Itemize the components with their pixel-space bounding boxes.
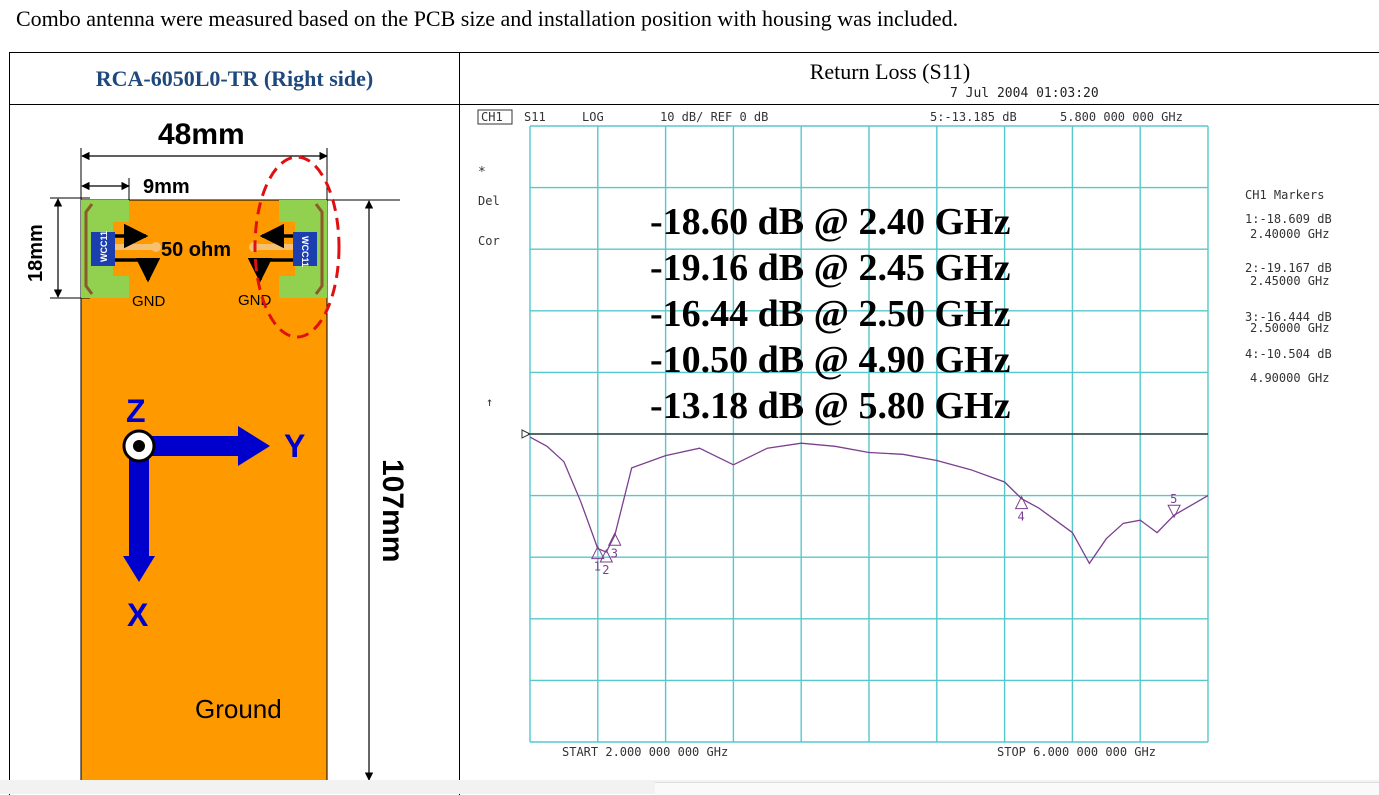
marker-4-label: 4 <box>1018 510 1025 524</box>
return-loss-chart: 1 23 4 5 CH1 S11 LOG 10 dB/ REF 0 dB 5:-13.… <box>477 109 1332 759</box>
annotation-1: -18.60 dB @ 2.40 GHz <box>650 201 1011 243</box>
marker-3-freq: 2.50000 GHz <box>1250 321 1329 335</box>
marker-3 <box>607 532 622 546</box>
marker-2-label: 2 <box>602 563 609 577</box>
marker-1-freq: 2.40000 GHz <box>1250 227 1329 241</box>
side-label-del: Del <box>478 194 500 208</box>
axis-indicator <box>122 426 270 582</box>
antenna-highlight-ellipse <box>253 155 341 339</box>
ohm-label: 50 ohm <box>161 239 231 261</box>
table-header-left: RCA-6050L0-TR (Right side) <box>95 65 374 91</box>
marker-layer: 1 23 4 5 <box>590 492 1181 577</box>
dimension-107mm-label: 107mm <box>376 459 409 562</box>
axis-z-label: Z <box>126 393 146 429</box>
dimension-18mm-label: 18mm <box>25 224 47 282</box>
format-label: LOG <box>582 110 604 124</box>
scale-label: 10 dB/ REF 0 dB <box>660 110 768 124</box>
chip-right <box>293 232 317 266</box>
marker-1-label: 1 <box>594 560 601 574</box>
marker-1 <box>590 545 605 560</box>
table-header-row: RCA-6050L0-TR (Right side) Return Loss (… <box>10 53 1379 105</box>
pcb-diagram: 48mm 9mm 18mm 107mm WCC11 50 ohm GND WCC… <box>25 118 409 784</box>
marker-frequency: 5.800 000 000 GHz <box>1060 110 1183 124</box>
gnd-left-label: GND <box>132 293 166 310</box>
s11-trace <box>529 436 1209 565</box>
table-column-divider <box>459 53 460 795</box>
dimension-9mm-label: 9mm <box>143 176 190 198</box>
marker-3-value: 3:-16.444 dB <box>1245 310 1332 324</box>
markers-title: CH1 Markers <box>1245 188 1324 202</box>
analyzer-timestamp: 7 Jul 2004 01:03:20 <box>950 86 1099 101</box>
annotation-5: -13.18 dB @ 5.80 GHz <box>650 385 1011 427</box>
marker-1-value: 1:-18.609 dB <box>1245 212 1332 226</box>
results-table: RCA-6050L0-TR (Right side) Return Loss (… <box>9 52 1379 795</box>
ch1-badge-box <box>477 109 513 125</box>
annotation-3: -16.44 dB @ 2.50 GHz <box>650 293 1011 335</box>
axis-x-label: X <box>127 597 149 633</box>
marker-4 <box>1014 495 1029 510</box>
antenna-left: WCC11 <box>81 200 161 298</box>
annotation-4: -10.50 dB @ 4.90 GHz <box>650 339 1011 381</box>
dimension-48mm-label: 48mm <box>158 118 245 151</box>
ground-label: Ground <box>195 694 282 724</box>
chip-left <box>91 232 115 266</box>
param-label: S11 <box>524 110 546 124</box>
marker-2-freq: 2.45000 GHz <box>1250 274 1329 288</box>
annotation-2: -19.16 dB @ 2.45 GHz <box>650 247 1011 289</box>
marker-5 <box>1167 504 1181 519</box>
marker-2 <box>599 548 614 563</box>
marker-readout: 5:-13.185 dB <box>930 110 1017 124</box>
start-frequency: START 2.000 000 000 GHz <box>562 745 728 759</box>
ch1-badge: CH1 <box>481 110 503 124</box>
chip-right-label: WCC11 <box>300 236 310 267</box>
bottom-strip-panel <box>655 782 1379 795</box>
marker-5-label: 5 <box>1170 492 1177 506</box>
side-label-star: * <box>478 165 486 180</box>
reference-pointer <box>521 429 532 439</box>
chip-left-label: WCC11 <box>99 231 109 262</box>
marker-2-value: 2:-19.167 dB <box>1245 261 1332 275</box>
table-header-right: Return Loss (S11) <box>809 59 971 84</box>
axis-y-label: Y <box>284 428 305 464</box>
stop-frequency: STOP 6.000 000 000 GHz <box>997 745 1156 759</box>
side-label-cor: Cor <box>478 234 500 248</box>
intro-text: Combo antenna were measured based on the… <box>16 6 959 31</box>
marker-3-label: 3 <box>611 546 618 560</box>
marker-4-value: 4:-10.504 dB <box>1245 347 1332 361</box>
side-label-arrow: ↑ <box>486 395 493 409</box>
marker-4-freq: 4.90000 GHz <box>1250 371 1329 385</box>
